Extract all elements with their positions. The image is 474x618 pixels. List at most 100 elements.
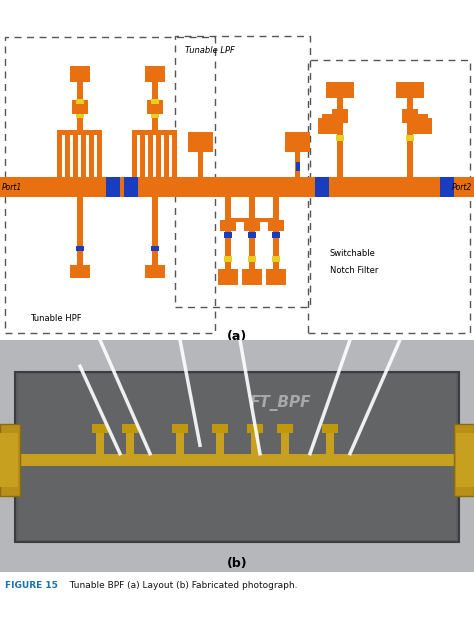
Bar — [188, 132, 213, 152]
Bar — [145, 67, 165, 82]
Text: (b): (b) — [227, 557, 247, 570]
Text: Port2: Port2 — [452, 182, 472, 192]
Bar — [152, 80, 158, 100]
Bar — [90, 132, 94, 177]
Bar — [266, 269, 286, 285]
Bar — [96, 431, 104, 454]
Bar — [106, 177, 120, 197]
Bar — [216, 431, 224, 454]
Bar — [248, 256, 256, 261]
Text: (a): (a) — [227, 329, 247, 343]
Bar — [152, 197, 158, 248]
Bar — [98, 132, 102, 177]
Bar — [77, 80, 83, 100]
Bar — [295, 152, 300, 177]
Bar — [247, 424, 263, 433]
Bar — [140, 132, 146, 177]
Bar — [92, 424, 108, 433]
Bar — [147, 100, 163, 114]
Text: FIGURE 15: FIGURE 15 — [5, 581, 58, 590]
Bar — [164, 132, 170, 177]
Bar — [218, 269, 238, 285]
Bar — [70, 265, 90, 279]
Bar — [76, 114, 84, 118]
Bar — [72, 100, 88, 114]
Bar — [332, 109, 348, 123]
Text: Tunable HPF: Tunable HPF — [30, 315, 82, 323]
Bar — [412, 114, 428, 121]
Bar — [145, 265, 165, 279]
Bar — [273, 197, 279, 218]
Text: Notch Filter: Notch Filter — [330, 266, 378, 275]
Bar — [152, 111, 158, 132]
Bar — [0, 433, 18, 488]
Bar — [151, 114, 159, 118]
Bar — [322, 424, 338, 433]
Bar — [322, 114, 338, 121]
Bar — [406, 135, 414, 141]
Bar — [337, 96, 343, 111]
Bar — [249, 258, 255, 272]
Bar — [225, 258, 231, 272]
Text: Port1: Port1 — [2, 182, 22, 192]
Bar — [172, 424, 188, 433]
Bar — [65, 132, 71, 177]
Bar — [0, 177, 474, 197]
Bar — [396, 82, 424, 98]
Bar — [151, 99, 159, 104]
Bar — [272, 256, 280, 261]
Bar — [73, 132, 79, 177]
Bar — [273, 258, 279, 272]
Bar — [133, 132, 137, 177]
Bar — [407, 121, 413, 137]
Bar — [249, 231, 255, 256]
Bar — [277, 424, 293, 433]
Bar — [76, 246, 84, 252]
Bar — [285, 132, 310, 152]
Bar — [281, 431, 289, 454]
Bar — [407, 137, 413, 177]
Bar — [225, 231, 231, 256]
Bar — [77, 250, 83, 267]
Bar — [326, 82, 354, 98]
Bar — [225, 197, 231, 218]
Text: Tunable LPF: Tunable LPF — [185, 46, 235, 55]
Bar — [410, 118, 432, 134]
Bar — [18, 374, 456, 540]
Bar — [77, 197, 83, 248]
Bar — [402, 109, 418, 123]
Bar — [212, 424, 228, 433]
Bar — [133, 130, 177, 135]
Bar — [273, 231, 279, 256]
Bar — [244, 220, 260, 231]
Bar — [70, 67, 90, 82]
Bar — [407, 96, 413, 111]
Bar — [18, 454, 456, 467]
Bar — [124, 177, 138, 197]
Bar — [440, 177, 454, 197]
Bar — [337, 121, 343, 137]
Bar — [454, 424, 474, 496]
Text: Switchable: Switchable — [330, 249, 376, 258]
Bar — [249, 197, 255, 218]
Bar — [76, 99, 84, 104]
Bar — [318, 118, 340, 134]
Bar — [248, 232, 256, 238]
Bar — [57, 132, 63, 177]
Text: Tunable BPF (a) Layout (b) Fabricated photograph.: Tunable BPF (a) Layout (b) Fabricated ph… — [64, 581, 298, 590]
Bar — [57, 130, 102, 135]
Bar — [326, 431, 334, 454]
Bar — [156, 132, 162, 177]
Bar — [242, 269, 262, 285]
Bar — [82, 132, 86, 177]
Bar — [225, 218, 279, 222]
Bar — [315, 177, 329, 197]
Bar — [15, 371, 459, 542]
Bar — [77, 111, 83, 132]
Bar — [224, 232, 232, 238]
Bar — [152, 250, 158, 267]
Bar — [296, 163, 300, 171]
Bar — [272, 232, 280, 238]
Bar — [198, 152, 203, 177]
Bar — [251, 431, 259, 454]
